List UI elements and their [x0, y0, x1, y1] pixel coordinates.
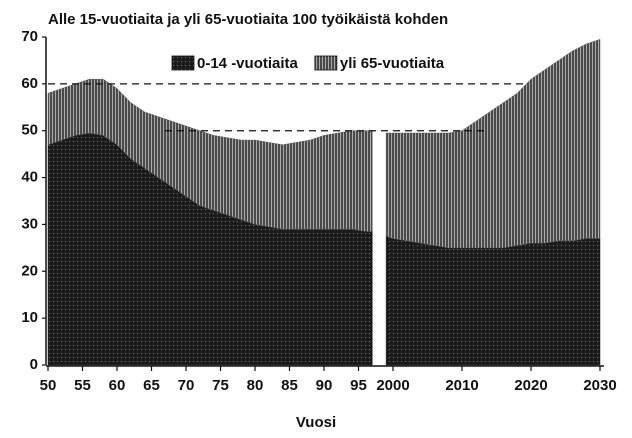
- x-tick-label: 95: [350, 377, 367, 394]
- y-tick-label: 20: [21, 262, 38, 279]
- x-tick-label: 70: [178, 377, 195, 394]
- x-tick-label: 50: [40, 377, 57, 394]
- y-tick-label: 70: [21, 28, 38, 45]
- y-tick-label: 60: [21, 75, 38, 92]
- legend-swatch: [314, 55, 338, 71]
- legend-label: yli 65-vuotiaita: [340, 55, 445, 72]
- area: [385, 38, 601, 249]
- legend-label: 0-14 -vuotiaita: [197, 55, 299, 72]
- x-tick-label: 2000: [376, 377, 409, 394]
- x-tick-label: 2010: [445, 377, 478, 394]
- x-tick-label: 90: [316, 377, 333, 394]
- x-tick-label: 60: [109, 377, 126, 394]
- x-axis-label: Vuosi: [296, 414, 336, 431]
- y-tick-label: 0: [30, 356, 38, 373]
- x-tick-label: 75: [212, 377, 229, 394]
- chart-title: Alle 15-vuotiaita ja yli 65-vuotiaita 10…: [48, 11, 448, 28]
- x-tick-label: 2030: [583, 377, 616, 394]
- area: [47, 78, 373, 232]
- y-tick-label: 40: [21, 169, 38, 186]
- x-tick-label: 55: [74, 377, 91, 394]
- x-tick-label: 65: [143, 377, 160, 394]
- area: [385, 235, 601, 366]
- legend-swatch: [171, 55, 195, 71]
- x-tick-label: 2020: [514, 377, 547, 394]
- y-tick-label: 10: [21, 309, 38, 326]
- x-tick-label: 80: [247, 377, 264, 394]
- x-tick-label: 85: [281, 377, 298, 394]
- y-tick-label: 50: [21, 122, 38, 139]
- y-tick-label: 30: [21, 215, 38, 232]
